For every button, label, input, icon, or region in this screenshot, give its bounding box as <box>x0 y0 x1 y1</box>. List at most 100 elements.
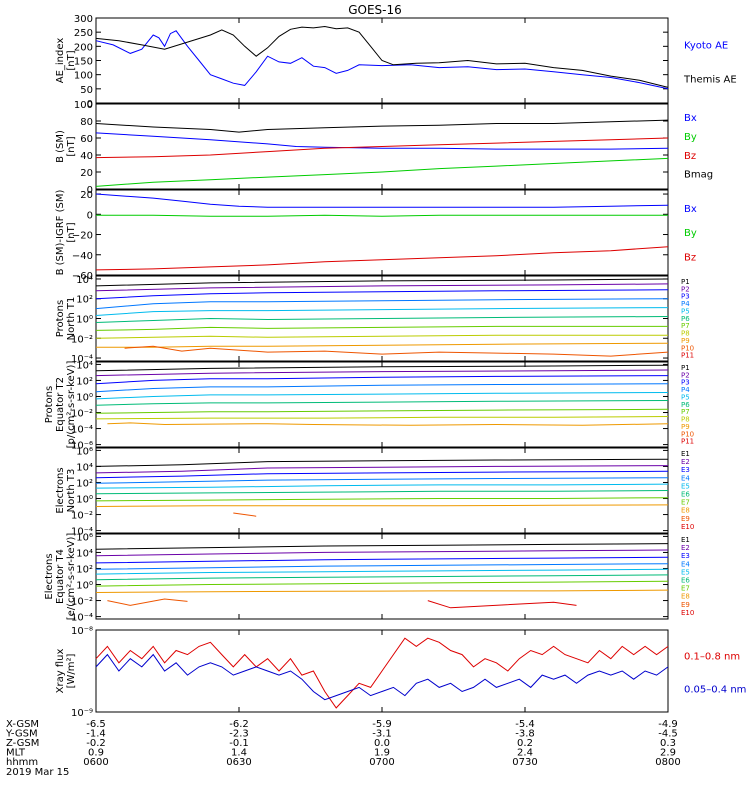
legend-entry: P4 <box>681 386 690 394</box>
series-line-e6 <box>95 490 669 495</box>
y-axis-label: [nT] <box>66 136 77 156</box>
ephemeris-row-label: MLT <box>6 748 26 759</box>
legend-entry: Themis AE <box>683 75 737 86</box>
legend-entry: P11 <box>681 438 694 446</box>
y-tick-label: 10⁴ <box>76 360 93 371</box>
ephemeris-value: 1.9 <box>374 748 390 759</box>
series-line-p3 <box>95 375 669 385</box>
legend-entry: E2 <box>681 458 690 466</box>
y-tick-label: 200 <box>74 42 93 53</box>
y-axis-label: AE_index <box>55 38 66 84</box>
y-tick-label: 300 <box>74 14 93 25</box>
series-line-e1 <box>95 543 669 550</box>
legend-entry: E6 <box>681 491 690 499</box>
series-line-e5 <box>95 568 669 575</box>
legend-entry: P10 <box>681 430 694 438</box>
y-axis-label: [W/m²] <box>66 653 77 688</box>
series-line-bx <box>95 193 669 208</box>
series-line-e5 <box>95 483 669 489</box>
ephemeris-value: 0800 <box>655 757 680 768</box>
figure-title: GOES-16 <box>348 3 402 17</box>
ephemeris-row-label: X-GSM <box>6 719 39 730</box>
series-line-p7 <box>95 408 669 414</box>
series-line-p6 <box>95 400 669 406</box>
legend-entry: E2 <box>681 544 690 552</box>
legend-entry: E4 <box>681 474 690 482</box>
legend-entry: P8 <box>681 416 690 424</box>
panel-5: 10⁻⁶ 10⁻⁴ 10⁻² 10⁰ 10² 10⁴ Protons Equator T2 [p… <box>44 360 694 451</box>
legend-entry: P9 <box>681 423 690 431</box>
panel-frame <box>95 361 669 448</box>
y-tick-label: 60 <box>80 134 93 145</box>
legend-entry: E5 <box>681 482 690 490</box>
y-tick-label: 10⁴ <box>76 275 93 286</box>
y-tick-label: 20 <box>80 168 93 179</box>
legend-entry: By <box>684 228 697 239</box>
y-tick-label: 10⁻⁴ <box>71 425 93 436</box>
y-tick-label: 50 <box>80 85 93 96</box>
series-line-e7 <box>95 497 669 502</box>
ephemeris-value: 0700 <box>369 757 394 768</box>
series-line-e3 <box>95 556 669 564</box>
y-tick-label: 0 <box>87 210 93 221</box>
legend-entry: E10 <box>681 609 694 617</box>
y-tick-label: 100 <box>74 71 93 82</box>
series-line-p1 <box>95 278 669 287</box>
y-tick-label: 10⁴ <box>76 462 93 473</box>
y-tick-label: 10⁻⁹ <box>71 708 93 719</box>
series-line-e4 <box>95 477 669 484</box>
series-line-e6 <box>95 574 669 581</box>
y-axis-label: Protons <box>55 300 66 337</box>
ephemeris-value: 2.9 <box>660 748 676 759</box>
panel-1: 0 50 100 150 200 250 300 AE_index [nT] Kyoto AE Th… <box>55 14 737 110</box>
ephemeris-value: -4.9 <box>658 719 678 730</box>
y-tick-label: 10⁰ <box>76 315 93 326</box>
y-axis-label: Electrons <box>44 553 55 599</box>
legend-entry: E3 <box>681 552 690 560</box>
ephemeris-value: -0.2 <box>86 738 106 749</box>
legend-entry: P2 <box>681 285 690 293</box>
y-tick-label: −40 <box>72 251 93 262</box>
ephemeris-value: 0730 <box>512 757 537 768</box>
series-line-p2 <box>95 283 669 292</box>
y-tick-label: 10⁻² <box>71 409 93 420</box>
y-tick-label: 10⁻⁴ <box>71 613 93 624</box>
y-tick-label: 10⁻⁴ <box>71 354 93 365</box>
y-tick-label: 10⁻² <box>71 511 93 522</box>
legend-entry: E7 <box>681 585 690 593</box>
y-tick-label: 10⁶ <box>76 532 93 543</box>
y-tick-label: 10⁰ <box>76 392 93 403</box>
legend-entry: P9 <box>681 337 690 345</box>
y-axis-label: [nT] <box>66 50 77 70</box>
legend-entry: E10 <box>681 523 694 531</box>
y-tick-label: 0 <box>87 99 93 110</box>
y-axis-label: North T1 <box>66 297 77 341</box>
panel-2: 0 20 40 60 80 100 B (SM) [nT] Bx By Bz Bmag <box>55 100 713 196</box>
legend-entry: E6 <box>681 577 690 585</box>
y-tick-label: 20 <box>80 190 93 201</box>
series-line-themis-ae <box>95 25 669 88</box>
legend-entry: Bz <box>684 151 696 162</box>
legend-entry: Kyoto AE <box>684 41 728 52</box>
y-tick-label: 10⁴ <box>76 548 93 559</box>
panel-3: −60 −40 −20 0 20 B (SM)-IGRF (SM) [nT] Bx By Bz <box>55 189 697 282</box>
series-line-e8 <box>95 504 669 507</box>
panel-4: 10⁻⁴ 10⁻² 10⁰ 10² 10⁴ Protons North T1 P1P2P3P4… <box>55 275 694 365</box>
ephemeris-value: 1.4 <box>231 748 247 759</box>
y-tick-label: 10² <box>76 564 93 575</box>
y-axis-label: Xray flux <box>55 649 66 694</box>
series-line-p8 <box>95 334 668 339</box>
legend-entry: E8 <box>681 593 690 601</box>
legend-entry: P7 <box>681 322 690 330</box>
ephemeris-row-label: Y-GSM <box>5 729 38 740</box>
legend-entry: P5 <box>681 393 690 401</box>
y-tick-label: 10² <box>76 295 93 306</box>
y-tick-label: 150 <box>74 57 93 68</box>
series-line-p2 <box>95 369 669 377</box>
series-line-p9 <box>107 422 669 426</box>
ephemeris-value: -2.3 <box>229 729 249 740</box>
y-axis-label: Protons <box>44 386 55 423</box>
ephemeris-value: -4.5 <box>658 729 678 740</box>
series-line-e10 <box>427 600 577 609</box>
legend-entry: 0.05–0.4 nm <box>684 684 746 695</box>
